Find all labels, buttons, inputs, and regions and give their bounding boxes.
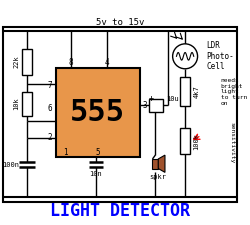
- Bar: [180, 77, 190, 106]
- Polygon shape: [158, 155, 165, 172]
- Text: LDR
Photo-
Cell: LDR Photo- Cell: [206, 41, 234, 71]
- Text: needs
bright
light
to turn
on: needs bright light to turn on: [220, 78, 247, 106]
- Text: 22k: 22k: [13, 56, 19, 68]
- Text: 5v to 15v: 5v to 15v: [96, 18, 144, 27]
- Bar: [22, 92, 32, 116]
- Bar: [22, 49, 32, 76]
- Text: 8: 8: [69, 58, 73, 67]
- Text: 555: 555: [70, 98, 126, 127]
- Polygon shape: [152, 159, 158, 169]
- Text: 1: 1: [63, 148, 68, 157]
- Text: 4k7: 4k7: [194, 86, 200, 98]
- Bar: [3, 27, 237, 202]
- Circle shape: [173, 44, 198, 69]
- Text: 10n: 10n: [90, 171, 102, 177]
- Text: 7: 7: [48, 81, 52, 90]
- Bar: [56, 68, 140, 157]
- Bar: [180, 128, 190, 154]
- Text: 2: 2: [48, 133, 52, 142]
- Text: +: +: [149, 94, 154, 103]
- Bar: [149, 99, 163, 112]
- Text: 100k: 100k: [194, 133, 200, 150]
- Text: 10u: 10u: [166, 96, 179, 101]
- Text: sensitivity: sensitivity: [230, 122, 234, 163]
- Text: 6: 6: [48, 104, 52, 112]
- Text: LIGHT DETECTOR: LIGHT DETECTOR: [50, 202, 190, 220]
- Text: 100n: 100n: [2, 162, 19, 168]
- Text: 3: 3: [142, 101, 147, 110]
- Text: 10k: 10k: [13, 97, 19, 110]
- Text: 5: 5: [96, 148, 100, 157]
- Text: spkr: spkr: [150, 174, 167, 180]
- Text: 4: 4: [105, 58, 110, 67]
